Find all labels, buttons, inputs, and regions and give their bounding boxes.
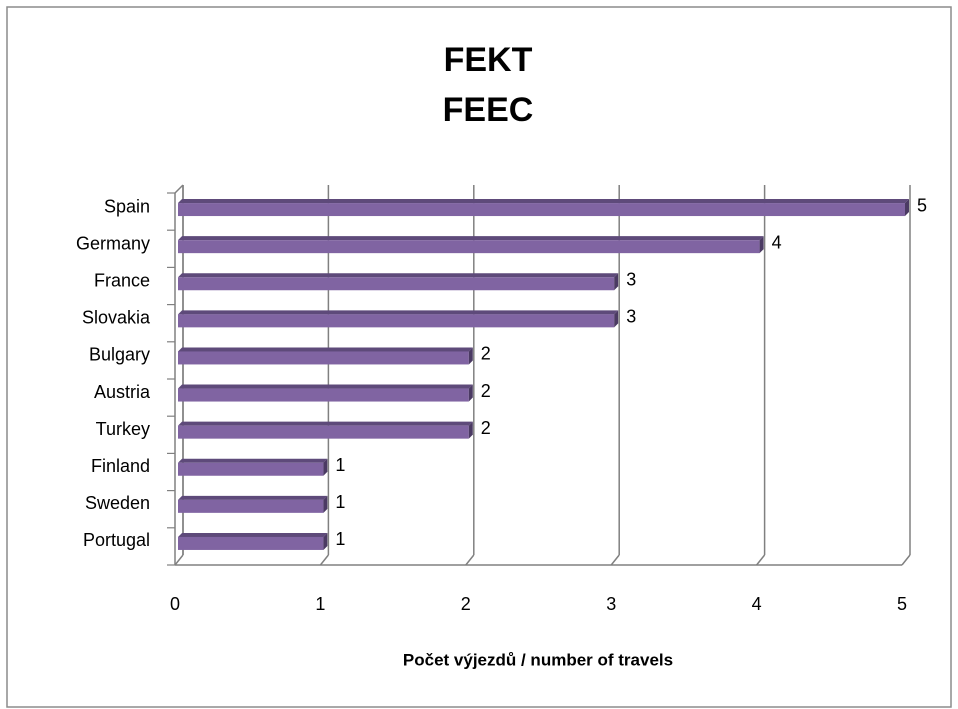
bar <box>178 314 615 328</box>
bar-top <box>178 495 328 500</box>
x-axis-label: Počet výjezdů / number of travels <box>403 650 673 669</box>
value-label: 2 <box>481 381 491 401</box>
y-tick-label: Germany <box>76 233 150 253</box>
bar-end <box>759 236 764 254</box>
bar-top <box>178 273 619 278</box>
x-tick-label: 3 <box>606 594 616 614</box>
value-label: 5 <box>917 195 927 215</box>
bar <box>178 351 469 365</box>
bar-end <box>323 532 328 550</box>
bar-end <box>614 273 619 291</box>
chart-title: FEKT <box>444 41 533 79</box>
bar <box>178 203 905 217</box>
bar <box>178 240 760 254</box>
bar-end <box>323 458 328 476</box>
y-tick-label: France <box>94 271 150 291</box>
bar <box>178 425 469 439</box>
grid-floor <box>174 554 184 566</box>
x-tick-label: 2 <box>461 594 471 614</box>
bar <box>178 388 469 402</box>
bar-top <box>178 532 328 537</box>
value-label: 1 <box>335 529 345 549</box>
y-tick-label: Sweden <box>85 493 150 513</box>
y-tick-label: Bulgary <box>89 345 150 365</box>
value-label: 2 <box>481 418 491 438</box>
x-tick-label: 4 <box>752 594 762 614</box>
bar-top <box>178 199 909 204</box>
bar <box>178 462 324 476</box>
bar-end <box>468 384 473 402</box>
bar-end <box>905 199 909 217</box>
grid-floor <box>465 554 475 566</box>
x-tick-label: 0 <box>170 594 180 614</box>
bar <box>178 499 324 513</box>
value-label: 1 <box>335 492 345 512</box>
y-tick-label: Finland <box>91 456 150 476</box>
chart-frame <box>6 6 952 708</box>
value-label: 2 <box>481 344 491 364</box>
y-tick-label: Slovakia <box>82 308 151 328</box>
grid-floor <box>319 554 329 566</box>
value-label: 3 <box>626 307 636 327</box>
value-label: 1 <box>335 455 345 475</box>
grid-floor <box>901 554 911 566</box>
grid-floor <box>610 554 620 566</box>
bar-top <box>178 384 473 389</box>
grid-floor <box>756 554 766 566</box>
bar-end <box>468 347 473 365</box>
left-wall-top <box>174 184 184 194</box>
chart-subtitle: FEEC <box>443 91 534 129</box>
x-tick-label: 5 <box>897 594 907 614</box>
y-tick-label: Portugal <box>83 530 150 550</box>
bar-end <box>614 310 619 328</box>
bar-top <box>178 236 764 241</box>
bar-end <box>468 421 473 439</box>
bar-top <box>178 347 473 352</box>
bar <box>178 277 615 291</box>
bar <box>178 536 324 550</box>
bar-top <box>178 310 619 315</box>
y-tick-label: Turkey <box>96 419 150 439</box>
y-tick-label: Spain <box>104 196 150 216</box>
y-tick-label: Austria <box>94 382 151 402</box>
bar-top <box>178 421 473 426</box>
bar-top <box>178 458 328 463</box>
bar-end <box>323 495 328 513</box>
x-tick-label: 1 <box>315 594 325 614</box>
value-label: 3 <box>626 270 636 290</box>
value-label: 4 <box>772 232 782 252</box>
